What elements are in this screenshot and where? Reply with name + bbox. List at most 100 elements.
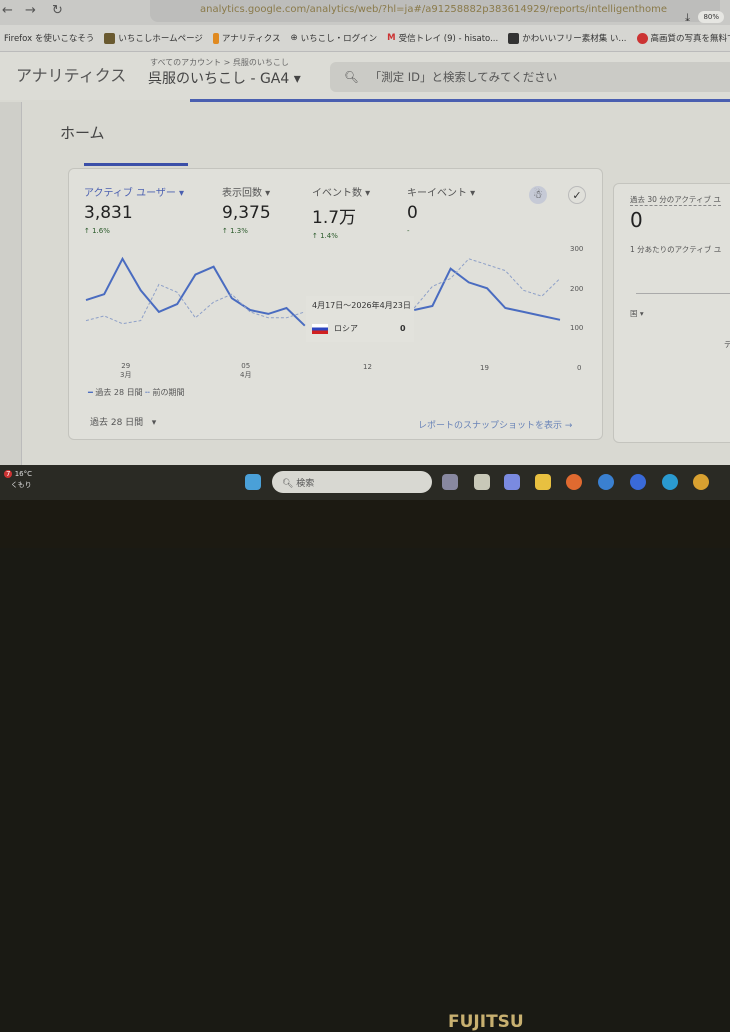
- page-title: ホーム: [60, 124, 105, 142]
- metric-label: 表示回数 ▾: [222, 188, 271, 199]
- bookmark-label: アナリティクス: [221, 34, 281, 44]
- bookmark[interactable]: M 受信トレイ (9) - hisato...: [387, 32, 498, 44]
- metric-delta: ↑ 1.6%: [84, 227, 110, 235]
- ga-header: アナリティクス すべてのアカウント > 呉服のいちこし 呉服のいちこし - GA…: [0, 51, 730, 100]
- site-icon: [104, 32, 116, 44]
- tooltip-value: 0: [400, 324, 406, 333]
- bookmark-label: 受信トレイ (9) - hisato...: [398, 34, 499, 44]
- metric-key-events[interactable]: キーイベント ▾ 0 -: [407, 184, 475, 235]
- x-tick: 29 3月: [120, 362, 131, 380]
- screen: ← → ↻ analytics.google.com/analytics/web…: [0, 0, 730, 500]
- zoom-level[interactable]: 80%: [698, 11, 724, 23]
- globe-icon: ⊕: [290, 33, 298, 43]
- metric-delta: ↑ 1.3%: [222, 227, 248, 235]
- active-tab-indicator: [84, 163, 188, 166]
- analytics-icon: [212, 32, 219, 44]
- bookmark-label: いちこし・ログイン: [300, 34, 378, 44]
- x-tick-day: 19: [480, 364, 489, 372]
- zoom-app-icon[interactable]: [630, 474, 646, 490]
- bookmark[interactable]: いちこしホームページ: [104, 32, 203, 44]
- task-view-icon[interactable]: [442, 474, 458, 490]
- bookmarks-bar: Firefox を使いこなそう いちこしホームページ アナリティクス ⊕ いちこし…: [0, 25, 730, 51]
- x-tick-month: 4月: [240, 371, 252, 379]
- legend-current: 過去 28 日間: [95, 388, 143, 397]
- chart-tooltip: 4月17日～2026年4月23日 ロシア 0: [306, 296, 414, 342]
- snapshot-link[interactable]: レポートのスナップショットを表示 →: [418, 421, 573, 431]
- insights-icon[interactable]: ☃: [529, 186, 547, 204]
- metric-value: 0: [407, 203, 418, 223]
- breadcrumb[interactable]: すべてのアカウント > 呉服のいちこし: [150, 58, 289, 67]
- metric-label: イベント数 ▾: [312, 188, 371, 199]
- x-tick-month: 3月: [120, 371, 132, 379]
- bookmark-label: Firefox を使いこなそう: [4, 34, 95, 44]
- realtime-value: 0: [630, 208, 643, 232]
- fujitsu-logo: FUJITSU: [448, 1012, 524, 1032]
- address-bar[interactable]: analytics.google.com/analytics/web/?hl=j…: [150, 0, 720, 22]
- line-chart: [85, 256, 561, 327]
- bookmark[interactable]: 高画質の写真を無料で...: [636, 32, 730, 44]
- metric-value: 9,375: [222, 203, 271, 223]
- metric-events[interactable]: イベント数 ▾ 1.7万 ↑ 1.4%: [312, 184, 370, 240]
- x-tick-day: 29: [121, 362, 131, 370]
- bookmark[interactable]: Firefox を使いこなそう: [4, 32, 94, 44]
- property-selector[interactable]: 呉服のいちこし - GA4 ▾: [148, 71, 301, 87]
- notification-badge: 7: [4, 470, 13, 478]
- bookmark[interactable]: ⊕ いちこし・ログイン: [291, 32, 378, 44]
- y-tick: 200: [570, 285, 584, 293]
- search-placeholder: 「測定 ID」と検索してみてください: [369, 70, 558, 84]
- bookmark[interactable]: かわいいフリー素材集 い...: [508, 32, 627, 44]
- x-tick: 19: [480, 364, 489, 372]
- site-icon: [508, 32, 520, 44]
- bookmark-label: かわいいフリー素材集 い...: [522, 34, 627, 44]
- windows-start-icon[interactable]: [245, 474, 261, 490]
- search-icon: 🔍︎: [344, 70, 363, 84]
- firefox-icon[interactable]: [566, 474, 582, 490]
- country-dropdown[interactable]: 国 ▾: [630, 309, 644, 318]
- download-icon[interactable]: ⤓: [685, 11, 690, 24]
- widgets-icon[interactable]: [474, 474, 490, 490]
- loading-bar: [190, 99, 730, 102]
- weather-widget[interactable]: 7 16°C くもり: [4, 469, 32, 491]
- chart-legend: ━ 過去 28 日間 ╍ 前の期間: [88, 388, 185, 397]
- taskbar-search-label: 検索: [296, 479, 315, 489]
- chrome-icon[interactable]: [693, 474, 709, 490]
- metric-value: 1.7万: [312, 208, 357, 228]
- metric-views[interactable]: 表示回数 ▾ 9,375 ↑ 1.3%: [222, 184, 271, 235]
- sidebar: [0, 102, 22, 472]
- metric-delta: ↑ 1.4%: [312, 232, 338, 240]
- realtime-subtitle: 1 分あたりのアクティブ ユ: [630, 245, 722, 254]
- realtime-title: 過去 30 分のアクティブ ユ: [630, 195, 721, 206]
- back-icon[interactable]: ←: [2, 3, 13, 18]
- russia-flag-icon: [312, 323, 328, 334]
- x-tick: 12: [363, 363, 372, 371]
- check-circle-icon[interactable]: ✓: [568, 186, 586, 204]
- reload-icon[interactable]: ↻: [52, 3, 63, 18]
- metric-active-users[interactable]: アクティブ ユーザー ▾ 3,831 ↑ 1.6%: [84, 184, 184, 235]
- x-tick-day: 12: [363, 363, 372, 371]
- browser-toolbar: ← → ↻ analytics.google.com/analytics/web…: [0, 0, 730, 25]
- laptop-bezel: FUJITSU: [0, 500, 730, 1032]
- tooltip-date: 4月17日～2026年4月23日: [312, 301, 411, 310]
- taskbar-search[interactable]: 🔍︎ 検索: [272, 471, 432, 493]
- y-tick: 100: [570, 324, 584, 332]
- app-icon[interactable]: [598, 474, 614, 490]
- bookmark[interactable]: アナリティクス: [212, 32, 281, 44]
- realtime-card: 過去 30 分のアクティブ ユ 0 1 分あたりのアクティブ ユ 国 ▾ デ: [613, 183, 730, 443]
- realtime-table-header: デ: [724, 340, 730, 349]
- file-explorer-icon[interactable]: [535, 474, 551, 490]
- date-range-dropdown[interactable]: 過去 28 日間 ▾: [90, 418, 157, 428]
- series-previous-line: [85, 283, 305, 325]
- metric-label: アクティブ ユーザー ▾: [84, 188, 185, 199]
- forward-icon[interactable]: →: [25, 3, 36, 18]
- copilot-icon[interactable]: [504, 474, 520, 490]
- site-icon: [636, 32, 648, 44]
- search-input[interactable]: 🔍︎ 「測定 ID」と検索してみてください: [330, 62, 730, 92]
- bookmark-label: いちこしホームページ: [118, 34, 203, 44]
- legend-previous: 前の期間: [152, 388, 185, 397]
- app-name: アナリティクス: [16, 66, 127, 85]
- series-previous-line: [413, 258, 561, 309]
- metric-label: キーイベント ▾: [407, 188, 476, 199]
- x-tick-day: 05: [241, 362, 251, 370]
- edge-icon[interactable]: [662, 474, 678, 490]
- period-label: 過去 28 日間: [90, 418, 144, 428]
